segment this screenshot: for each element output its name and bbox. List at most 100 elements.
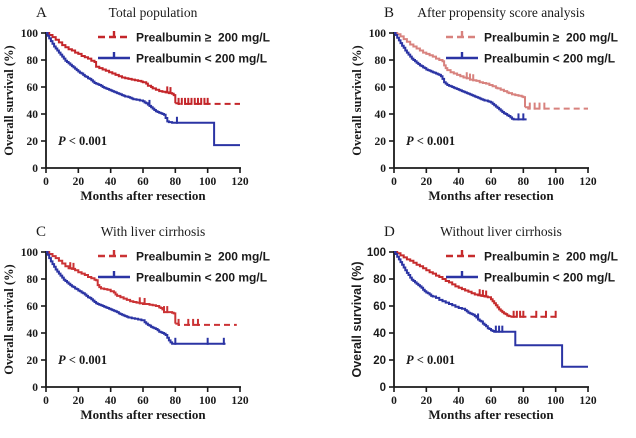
survival-curve-prealbumin-high-dashed-tail	[175, 322, 237, 326]
legend-item-prealbumin-high: Prealbumin ≥ 200 mg/L	[446, 250, 618, 264]
legend-label-prealbumin-high: Prealbumin ≥ 200 mg/L	[484, 31, 618, 45]
y-tick-label: 80	[375, 55, 387, 67]
y-tick-label: 20	[27, 136, 39, 148]
y-tick-label: 100	[21, 247, 39, 259]
y-tick-label: 60	[27, 301, 39, 313]
x-tick-label: 120	[579, 395, 597, 407]
survival-curve-prealbumin-high	[46, 32, 177, 104]
y-tick-label: 40	[373, 328, 386, 340]
legend-label-prealbumin-low: Prealbumin < 200 mg/L	[136, 52, 267, 66]
x-tick-label: 60	[485, 176, 497, 188]
x-tick-label: 100	[199, 176, 217, 188]
x-tick-label: 20	[73, 395, 85, 407]
p-value-symbol: P	[58, 134, 66, 148]
x-tick-label: 20	[421, 395, 433, 407]
y-axis-title: Overall survival (%)	[2, 264, 16, 374]
legend-item-prealbumin-high: Prealbumin ≥ 200 mg/L	[446, 31, 618, 45]
legend-item-prealbumin-high: Prealbumin ≥ 200 mg/L	[98, 31, 270, 45]
y-tick-label: 40	[27, 328, 39, 340]
x-tick-label: 120	[579, 176, 597, 188]
x-axis-title: Months after resection	[428, 188, 554, 203]
y-tick-label: 80	[27, 274, 39, 286]
y-tick-label: 20	[27, 355, 39, 367]
x-tick-label: 20	[421, 176, 433, 188]
x-tick-label: 40	[105, 395, 117, 407]
x-tick-label: 40	[453, 176, 465, 188]
x-tick-label: 120	[231, 176, 249, 188]
panel-cell-A: A Total population 0 20 40 60 80 100 0 20 40 60 80 10…	[0, 0, 318, 219]
x-tick-label: 0	[43, 176, 49, 188]
survival-curve-prealbumin-low	[46, 32, 240, 147]
survival-curve-prealbumin-high	[394, 32, 526, 108]
p-value-text: < 0.001	[414, 134, 456, 148]
y-tick-label: 20	[375, 136, 387, 148]
panel-C: C With liver cirrhosis 0 20 40 60 80 100 0 20 40 60…	[2, 224, 270, 422]
panel-title: After propensity score analysis	[417, 5, 585, 20]
x-tick-label: 80	[170, 176, 182, 188]
x-tick-label: 80	[518, 176, 530, 188]
y-tick-label: 80	[373, 274, 386, 286]
panel-title: With liver cirrhosis	[101, 224, 205, 239]
p-value-symbol: P	[406, 134, 414, 148]
legend-item-prealbumin-low: Prealbumin < 200 mg/L	[98, 52, 267, 66]
legend-label-prealbumin-high: Prealbumin ≥ 200 mg/L	[136, 250, 270, 264]
panel-D: D Without liver cirrhosis 0 20 40 60 80 100 0 20 4…	[350, 224, 618, 422]
panel-B: B After propensity score analysis 0 20 40 60 8…	[350, 5, 618, 203]
panel-cell-C: C With liver cirrhosis 0 20 40 60 80 100 0 20 40 60…	[0, 219, 318, 438]
x-tick-label: 60	[137, 395, 149, 407]
p-value-symbol: P	[58, 353, 66, 367]
panel-letter: B	[384, 5, 394, 21]
survival-curve-prealbumin-high	[394, 251, 512, 318]
y-tick-label: 0	[32, 163, 38, 175]
legend-label-prealbumin-low: Prealbumin < 200 mg/L	[136, 271, 267, 285]
y-axis-title: Overall survival (%)	[350, 261, 364, 377]
y-tick-label: 60	[375, 82, 387, 94]
x-axis-title: Months after resection	[80, 188, 206, 203]
x-axis-title: Months after resection	[80, 407, 206, 422]
panel-cell-B: B After propensity score analysis 0 20 40 60 8…	[318, 0, 636, 219]
panel-cell-D: D Without liver cirrhosis 0 20 40 60 80 100 0 20 4…	[318, 219, 636, 438]
x-tick-label: 100	[547, 395, 565, 407]
y-tick-label: 100	[369, 28, 387, 40]
y-tick-label: 0	[380, 382, 386, 394]
survival-curve-prealbumin-low	[46, 251, 226, 345]
survival-curve-prealbumin-low	[394, 251, 588, 368]
p-value-text: < 0.001	[66, 134, 108, 148]
p-value-text: < 0.001	[414, 353, 456, 367]
y-tick-label: 80	[27, 55, 39, 67]
p-value-text: < 0.001	[66, 353, 108, 367]
legend-label-prealbumin-low: Prealbumin < 200 mg/L	[484, 271, 615, 285]
legend-label-prealbumin-high: Prealbumin ≥ 200 mg/L	[484, 250, 618, 264]
panel-title: Without liver cirrhosis	[440, 224, 562, 239]
x-axis-title: Months after resection	[428, 407, 554, 422]
panel-letter: C	[36, 224, 46, 240]
x-tick-label: 60	[485, 395, 497, 407]
legend-item-prealbumin-low: Prealbumin < 200 mg/L	[446, 271, 615, 285]
legend-label-prealbumin-high: Prealbumin ≥ 200 mg/L	[136, 31, 270, 45]
x-tick-label: 0	[391, 395, 397, 407]
legend-item-prealbumin-high: Prealbumin ≥ 200 mg/L	[98, 250, 270, 264]
y-axis-title: Overall survival (%)	[2, 45, 16, 155]
y-tick-label: 40	[27, 109, 39, 121]
p-value-symbol: P	[406, 353, 414, 367]
y-tick-label: 20	[373, 355, 386, 367]
y-axis-title: Overall survival (%)	[350, 45, 364, 155]
x-tick-label: 0	[43, 395, 49, 407]
panel-title: Total population	[109, 5, 198, 20]
x-tick-label: 80	[170, 395, 182, 407]
p-value: P < 0.001	[406, 134, 455, 148]
y-tick-label: 60	[27, 82, 39, 94]
x-tick-label: 20	[73, 176, 85, 188]
y-tick-label: 60	[373, 301, 386, 313]
y-tick-label: 0	[380, 163, 386, 175]
legend-item-prealbumin-low: Prealbumin < 200 mg/L	[446, 52, 615, 66]
x-tick-label: 60	[137, 176, 149, 188]
x-tick-label: 100	[547, 176, 565, 188]
survival-curve-prealbumin-high-dashed-tail	[525, 106, 588, 110]
y-tick-label: 100	[367, 247, 386, 259]
panel-A: A Total population 0 20 40 60 80 100 0 20 40 60 80 10…	[2, 5, 270, 203]
y-tick-label: 40	[375, 109, 387, 121]
p-value: P < 0.001	[58, 134, 107, 148]
survival-curve-prealbumin-low	[394, 32, 527, 121]
